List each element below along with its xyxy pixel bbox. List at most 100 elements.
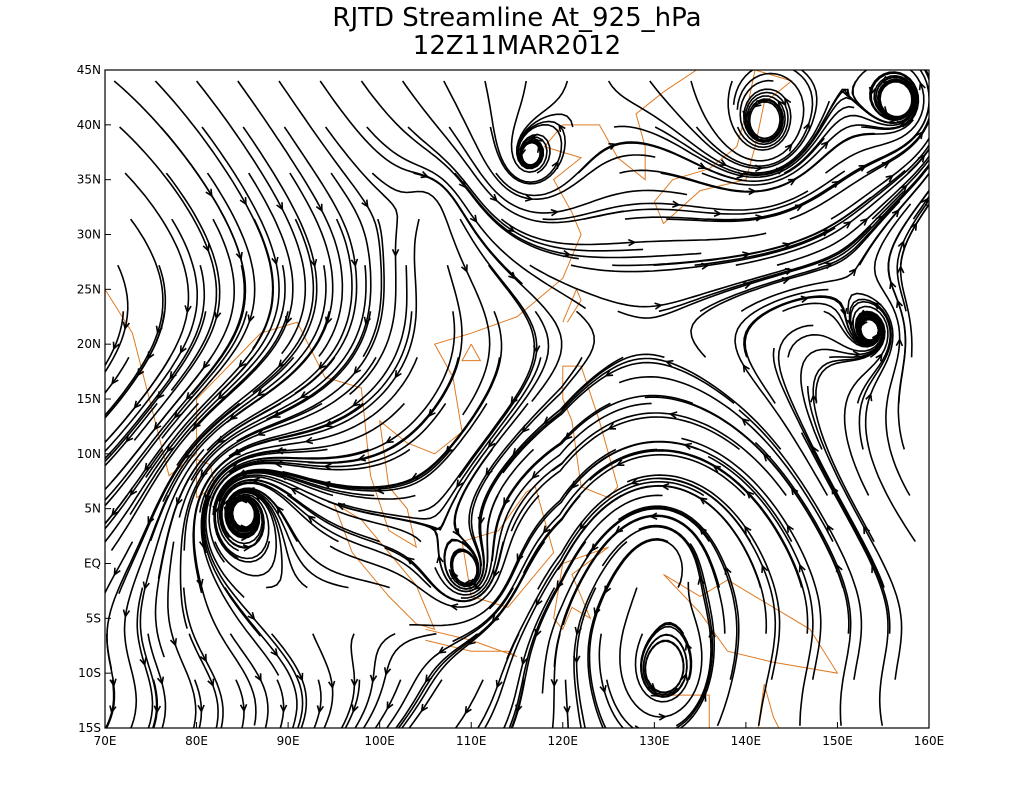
streamline-arrow (826, 523, 834, 533)
streamline (739, 79, 786, 146)
streamline-arrow (173, 410, 182, 419)
streamline-arrow (325, 316, 333, 326)
streamline (738, 409, 863, 680)
streamline (118, 356, 295, 594)
y-tick-label: 15S (78, 721, 101, 735)
streamline-arrow (256, 388, 265, 397)
streamline (454, 172, 702, 259)
y-tick-label: 35N (77, 173, 101, 187)
streamline-arrow (361, 199, 369, 209)
streamline-arrow (572, 655, 581, 664)
streamline (408, 679, 443, 728)
streamline (660, 119, 914, 193)
streamline (573, 541, 628, 728)
streamline (105, 356, 254, 544)
streamline-arrow (491, 614, 500, 623)
streamline-arrow (800, 295, 810, 303)
streamline (337, 357, 542, 520)
streamline-arrow (550, 678, 559, 688)
streamline-arrow (915, 130, 924, 140)
streamline (105, 311, 125, 367)
streamline-arrow (304, 436, 314, 445)
streamline-arrow (724, 566, 732, 575)
streamline (843, 305, 889, 496)
streamline-arrow (664, 359, 674, 368)
streamline-arrow (741, 417, 750, 426)
coastline (562, 288, 582, 323)
streamline-arrow (590, 543, 599, 552)
streamline (136, 587, 154, 728)
streamline-arrow (743, 525, 752, 534)
streamline (179, 402, 323, 629)
streamline (236, 218, 385, 442)
streamline-arrow (775, 167, 785, 175)
streamline-arrow (761, 564, 769, 574)
y-tick-label: 5N (84, 502, 101, 516)
streamline-arrow (449, 603, 459, 611)
streamline-arrow (860, 217, 869, 226)
streamline-arrow (271, 411, 281, 418)
streamline-arrow (684, 641, 692, 651)
streamline-arrow (385, 436, 394, 444)
streamline (354, 632, 396, 728)
streamline (362, 632, 437, 728)
streamline (237, 80, 344, 357)
streamline-arrow (147, 516, 155, 525)
streamline (105, 311, 248, 507)
streamline (400, 541, 546, 728)
streamline (418, 264, 536, 512)
streamline (205, 311, 413, 484)
streamline-arrow (607, 422, 616, 430)
streamline-arrow (798, 563, 806, 573)
streamline (393, 310, 550, 531)
streamline (551, 412, 787, 496)
streamline (510, 416, 740, 532)
streamline (699, 165, 929, 312)
streamline (503, 587, 556, 728)
streamline (619, 581, 703, 718)
streamline (806, 385, 903, 680)
streamline (458, 218, 538, 479)
streamline-arrow (718, 159, 728, 167)
streamline (570, 227, 836, 273)
streamline-arrow (858, 164, 868, 172)
x-tick-label: 80E (185, 734, 208, 748)
streamline-arrow (863, 525, 871, 535)
streamline (873, 203, 912, 496)
streamline (506, 480, 705, 660)
streamline-arrow (784, 96, 792, 106)
streamline-arrow (495, 679, 503, 689)
streamline (212, 448, 452, 516)
streamline-arrow (166, 443, 175, 453)
x-tick-label: 110E (456, 734, 487, 748)
streamline (216, 475, 422, 552)
streamline (157, 356, 336, 579)
streamline-arrow (654, 302, 663, 310)
streamline-arrow (357, 454, 367, 462)
streamline (201, 402, 405, 554)
streamline (707, 455, 814, 726)
streamline-arrow (214, 311, 222, 321)
streamline-arrow (786, 524, 794, 533)
streamline-arrow (508, 271, 517, 280)
streamline (754, 441, 852, 726)
streamline (644, 396, 844, 588)
streamline-arrow (697, 576, 705, 585)
streamline-arrow (197, 704, 205, 714)
streamline (783, 74, 917, 174)
streamline-arrow (784, 267, 794, 276)
streamline (434, 402, 611, 596)
streamline (605, 543, 716, 728)
streamline-arrow (885, 174, 894, 183)
streamline-arrow (672, 200, 681, 209)
streamline-arrow (506, 224, 516, 233)
streamline-arrow (456, 479, 464, 489)
streamline (575, 587, 597, 728)
y-tick-label: 45N (77, 63, 101, 77)
streamline (443, 80, 656, 201)
streamline (634, 524, 714, 728)
streamline (734, 288, 829, 496)
streamline (105, 265, 246, 502)
x-tick-label: 70E (94, 734, 117, 748)
streamline-arrow (229, 412, 238, 421)
